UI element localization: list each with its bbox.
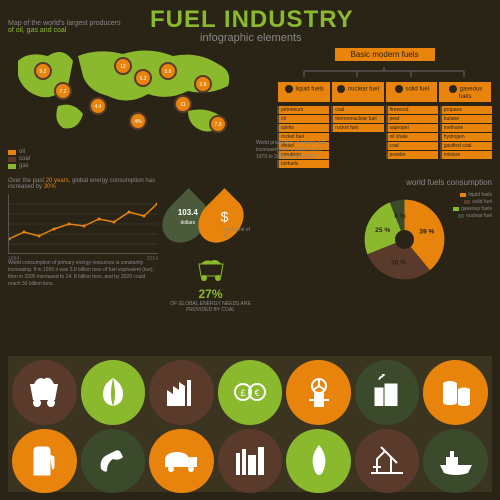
- pie-legend-item: gaseous fuels: [453, 206, 492, 212]
- energy-line-chart: Over the past 20 years, global energy co…: [8, 178, 158, 258]
- fuel-item: rocket fuel: [331, 124, 383, 132]
- tree-header: Basic modern fuels: [335, 48, 435, 61]
- fuel-item: gasified coal: [440, 142, 492, 150]
- barrel-drop-icon: $: [190, 188, 254, 252]
- pie-title: world fuels consumption: [357, 178, 492, 187]
- per-barrel-label: per barrel of oil: [223, 227, 253, 239]
- ship-icon: [423, 429, 488, 494]
- svg-text:4.4: 4.4: [95, 104, 102, 110]
- fuel-item: biofuels: [277, 160, 329, 168]
- valve-icon: [286, 360, 351, 425]
- fuel-item: powder: [386, 151, 438, 159]
- fuel-item: coal: [331, 106, 383, 114]
- svg-text:9.3: 9.3: [140, 76, 147, 82]
- fuel-item: methane: [440, 124, 492, 132]
- consumption-desc: World consumption of primary energy reso…: [8, 260, 158, 288]
- fuel-item: peat: [386, 115, 438, 123]
- legend-gas: gas: [8, 163, 30, 169]
- factory-icon: [149, 360, 214, 425]
- svg-text:25 %: 25 %: [375, 227, 390, 234]
- pie-svg: 39 % 30 % 25 % 6 %: [357, 192, 452, 287]
- fuel-item: firewood: [386, 106, 438, 114]
- pie-legend-item: nuclear fuel: [453, 213, 492, 219]
- legend-oil: oil: [8, 149, 30, 155]
- cat-nuclear-fuel: nuclear fuel: [332, 82, 384, 102]
- line-chart-svg: [9, 194, 157, 254]
- pie-legend: liquid fuelssolid fuelgaseous fuelsnucle…: [453, 192, 492, 220]
- pie-legend-item: liquid fuels: [453, 192, 492, 198]
- coal-pct: 27%: [168, 287, 253, 301]
- svg-text:9.2: 9.2: [40, 69, 47, 75]
- map-legend: oilcoalgas: [8, 149, 30, 170]
- svg-text:39 %: 39 %: [419, 228, 434, 235]
- power-plant-icon: [355, 360, 420, 425]
- gas-flame-icon: [286, 429, 351, 494]
- world-map: 9.2 7.2 4.4 12 9.3 5.6 3.8 11 4% 7.3: [8, 36, 248, 146]
- leaf-icon: [81, 360, 146, 425]
- svg-text:7.2: 7.2: [60, 89, 67, 95]
- cat-solid-fuel: solid fuel: [386, 82, 438, 102]
- svg-text:11: 11: [180, 102, 185, 108]
- oil-price-drops: 103.4dollars $ per barrel of oil: [165, 195, 255, 250]
- fuels-pie-chart: world fuels consumption 39 %30 %25 %6 % …: [357, 178, 492, 288]
- svg-text:€: €: [255, 388, 260, 398]
- coal-stat: 27% OF GLOBAL ENERGY NEEDS ARE PROVIDED …: [168, 258, 253, 313]
- cat-liquid-fuels: liquid fuels: [278, 82, 330, 102]
- tree-connector: [277, 67, 492, 77]
- fuel-item: hydrogen: [440, 133, 492, 141]
- fuel-item: sapropel: [386, 124, 438, 132]
- svg-text:6 %: 6 %: [394, 213, 406, 220]
- gas-production-text: World production of natural gas increase…: [256, 140, 326, 161]
- svg-text:4%: 4%: [134, 119, 142, 125]
- fuel-item: petroleum: [277, 106, 329, 114]
- map-label: Map of the world's largest producers of …: [8, 20, 248, 34]
- fuel-item: propane: [440, 106, 492, 114]
- line-chart-title: Over the past 20 years, global energy co…: [8, 178, 158, 190]
- gas-pump-icon: [12, 429, 77, 494]
- coal-cart-icon: [191, 258, 231, 282]
- tanker-truck-icon: [149, 429, 214, 494]
- coal-cart-icon: [12, 360, 77, 425]
- svg-text:£: £: [241, 388, 246, 398]
- barrels-icon: [423, 360, 488, 425]
- fuel-item: butane: [440, 115, 492, 123]
- fuel-item: coal: [386, 142, 438, 150]
- fuel-item: oil shale: [386, 133, 438, 141]
- cat-gaseous-fuels: gaseous fuels: [439, 82, 491, 102]
- fuel-item: spirits: [277, 124, 329, 132]
- world-map-section: Map of the world's largest producers of …: [8, 20, 248, 170]
- fuel-item: oil: [277, 115, 329, 123]
- svg-text:7.3: 7.3: [215, 122, 222, 128]
- fuel-item: mixture: [440, 151, 492, 159]
- refinery-icon: [218, 429, 283, 494]
- oil-pump-icon: [355, 429, 420, 494]
- fuel-item: thermonuclear fuel: [331, 115, 383, 123]
- fuel-nozzle-icon: [81, 429, 146, 494]
- svg-text:5.6: 5.6: [165, 69, 172, 75]
- svg-text:30 %: 30 %: [391, 259, 406, 266]
- svg-text:3.8: 3.8: [200, 82, 207, 88]
- pie-legend-item: solid fuel: [453, 199, 492, 205]
- legend-coal: coal: [8, 156, 30, 162]
- svg-text:12: 12: [120, 64, 126, 70]
- coal-desc: OF GLOBAL ENERGY NEEDS ARE PROVIDED BY C…: [168, 301, 253, 313]
- currency-icon: £€: [218, 360, 283, 425]
- icon-grid: £€: [8, 356, 492, 492]
